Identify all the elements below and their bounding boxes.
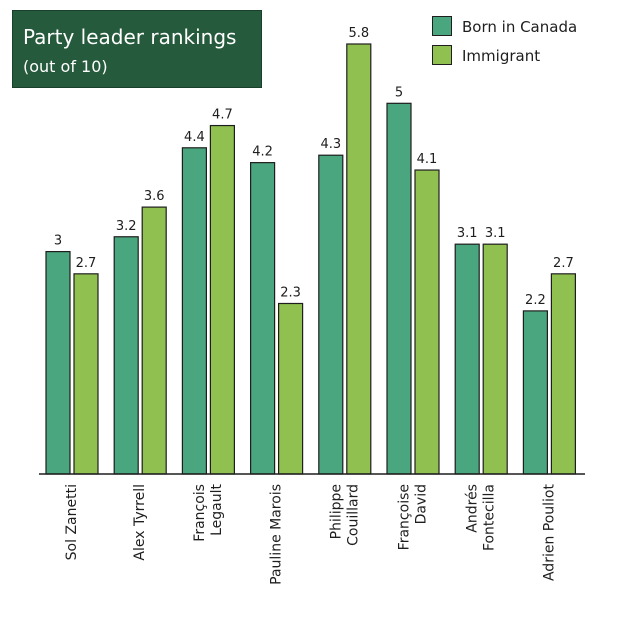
legend-swatch-immigrant	[432, 45, 452, 65]
chart-subtitle: (out of 10)	[23, 57, 108, 76]
bar-immigrant-2	[209, 124, 235, 475]
data-label-immigrant-0: 2.7	[76, 256, 97, 271]
legend-label-born-in-canada: Born in Canada	[462, 18, 578, 36]
category-label-4-0: Philippe	[328, 484, 344, 539]
bar-born-in-canada-4	[318, 154, 344, 475]
data-label-born-in-canada-0: 3	[54, 234, 62, 249]
data-label-immigrant-7: 2.7	[553, 256, 574, 271]
bar-born-in-canada-3	[250, 162, 276, 475]
category-label-2-1: Legault	[209, 483, 225, 535]
data-label-immigrant-5: 4.1	[417, 152, 438, 167]
bar-immigrant-0	[73, 273, 99, 475]
bar-immigrant-7	[550, 273, 577, 475]
chart-title-box: Party leader rankings (out of 10)	[12, 10, 262, 88]
chart-title: Party leader rankings	[23, 25, 237, 49]
category-label-4-1: Couillard	[345, 484, 361, 546]
data-label-born-in-canada-2: 4.4	[184, 130, 205, 145]
bar-immigrant-3	[278, 302, 304, 475]
category-label-6-1: Fontecilla	[482, 484, 498, 551]
data-label-immigrant-4: 5.8	[348, 26, 369, 41]
data-label-immigrant-3: 2.3	[280, 285, 301, 300]
category-label-3-0: Pauline Marois	[269, 484, 285, 585]
category-label-6-0: Andrés	[465, 484, 481, 533]
data-label-born-in-canada-4: 4.3	[320, 137, 341, 152]
bar-immigrant-6	[482, 243, 508, 475]
category-label-0-0: Sol Zanetti	[64, 484, 80, 560]
bar-born-in-canada-7	[522, 310, 549, 475]
bar-immigrant-1	[141, 206, 167, 475]
category-label-7-0: Adrien Pouliot	[541, 483, 557, 581]
category-label-5-1: David	[414, 484, 430, 524]
bar-immigrant-5	[414, 169, 440, 475]
category-label-5-0: Françoise	[397, 484, 413, 550]
data-label-immigrant-6: 3.1	[485, 226, 506, 241]
category-label-2-0: François	[192, 484, 208, 542]
bar-born-in-canada-2	[181, 147, 207, 475]
data-label-born-in-canada-5: 5	[395, 85, 403, 100]
data-label-born-in-canada-1: 3.2	[116, 219, 137, 234]
bar-born-in-canada-5	[386, 102, 412, 475]
data-label-born-in-canada-3: 4.2	[252, 145, 273, 160]
bar-born-in-canada-0	[45, 250, 71, 475]
data-label-born-in-canada-6: 3.1	[457, 226, 478, 241]
category-label-1-0: Alex Tyrrell	[132, 484, 148, 561]
bar-born-in-canada-6	[454, 243, 480, 475]
data-label-immigrant-1: 3.6	[144, 189, 165, 204]
legend-swatch-born-in-canada	[432, 16, 452, 36]
bar-born-in-canada-1	[113, 236, 139, 475]
legend-label-immigrant: Immigrant	[462, 47, 541, 65]
data-label-born-in-canada-7: 2.2	[525, 293, 546, 308]
data-label-immigrant-2: 4.7	[212, 108, 233, 123]
bar-immigrant-4	[346, 43, 372, 475]
